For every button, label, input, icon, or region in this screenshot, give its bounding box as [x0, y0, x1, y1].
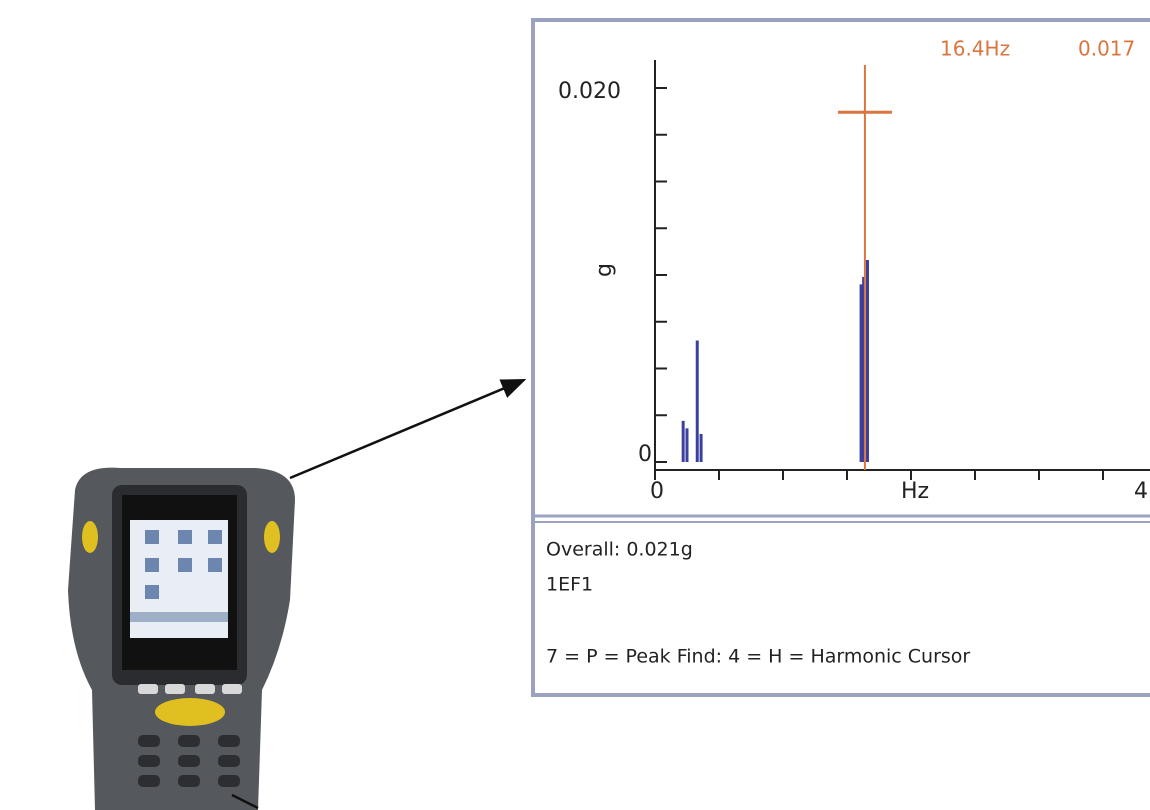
cursor-amplitude: 0.017: [1078, 37, 1135, 61]
x-right-label: 4: [1134, 479, 1148, 504]
x-left-label: 0: [650, 479, 664, 504]
device: [68, 468, 295, 810]
y-top-label: 0.020: [558, 79, 621, 104]
y-unit: g: [592, 263, 617, 277]
figure: 16.4Hz 0.017 0.020 g 0 0 Hz 4 Overall: 0…: [0, 0, 1150, 810]
page: {"screen": { "readout": {"frequency": "1…: [0, 0, 1150, 810]
key-help: 7 = P = Peak Find: 4 = H = Harmonic Curs…: [546, 646, 970, 668]
overall: Overall: 0.021g: [546, 539, 693, 561]
arrow: [290, 380, 524, 478]
point-id: 1EF1: [546, 574, 593, 596]
cursor-frequency: 16.4Hz: [940, 37, 1010, 61]
screen: [533, 20, 1150, 695]
y-bottom-label: 0: [638, 442, 652, 467]
x-unit: Hz: [901, 479, 929, 504]
